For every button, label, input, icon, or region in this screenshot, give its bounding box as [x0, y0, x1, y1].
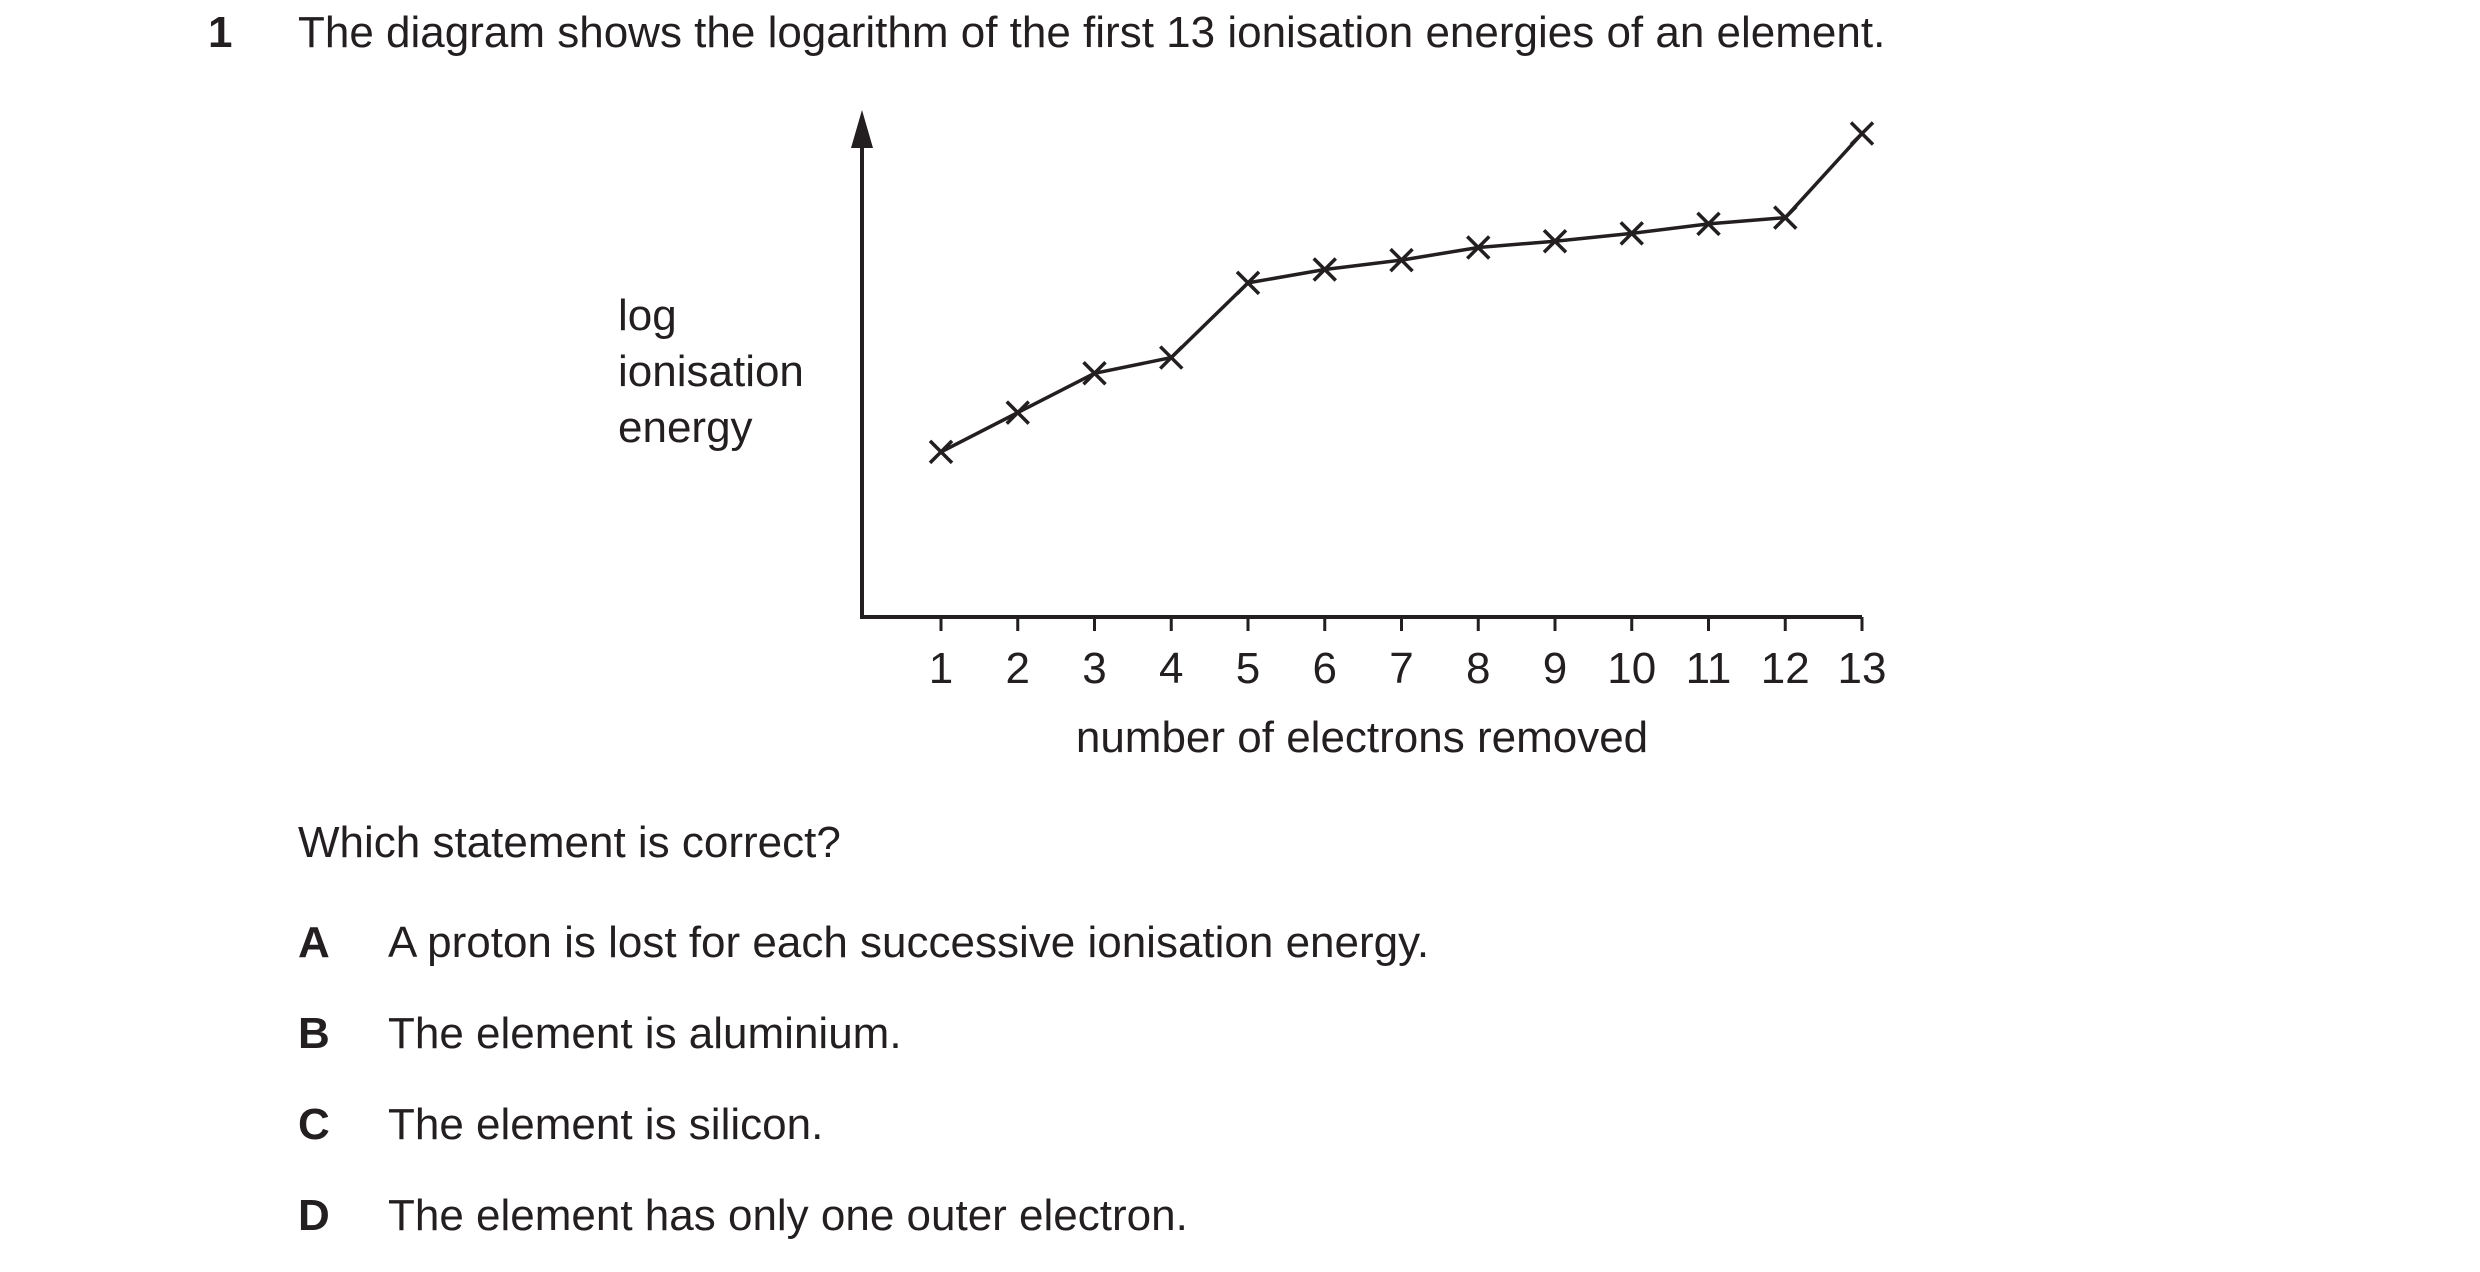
- y-axis-label-line-3: energy: [618, 403, 753, 452]
- x-tick-label-11: 11: [1686, 644, 1732, 693]
- data-point-2: [1005, 400, 1030, 425]
- data-point-6: [1312, 257, 1337, 282]
- question-stem: The diagram shows the logarithm of the f…: [298, 8, 1886, 57]
- x-tick-label-3: 3: [1082, 644, 1106, 693]
- data-point-5: [1235, 270, 1261, 296]
- y-axis-arrowhead: [851, 110, 873, 148]
- data-point-11: [1696, 211, 1721, 237]
- data-point-8: [1466, 235, 1491, 260]
- data-point-3: [1082, 361, 1107, 386]
- option-text: The element is silicon.: [388, 1100, 824, 1149]
- question-prompt: Which statement is correct?: [298, 818, 841, 867]
- x-tick-label-7: 7: [1389, 644, 1413, 693]
- data-point-7: [1389, 247, 1414, 273]
- x-tick-label-5: 5: [1236, 644, 1260, 693]
- x-tick-label-6: 6: [1313, 644, 1337, 693]
- y-axis-label-line-2: ionisation: [618, 347, 804, 396]
- question-number: 1: [208, 8, 233, 57]
- x-tick-label-1: 1: [929, 644, 953, 693]
- option-a[interactable]: A A proton is lost for each successive io…: [298, 918, 1429, 968]
- data-point-9: [1542, 228, 1568, 254]
- option-letter: B: [298, 1009, 330, 1058]
- option-letter: A: [298, 918, 330, 967]
- option-d[interactable]: D The element has only one outer electron…: [298, 1191, 1188, 1241]
- series-line-1: [940, 132, 1864, 454]
- x-tick-label-10: 10: [1607, 644, 1656, 693]
- option-b[interactable]: B The element is aluminium.: [298, 1009, 902, 1059]
- option-letter: D: [298, 1191, 330, 1240]
- x-tick-label-13: 13: [1838, 644, 1887, 693]
- x-tick-label-8: 8: [1466, 644, 1490, 693]
- option-text: The element is aluminium.: [388, 1009, 902, 1058]
- data-point-10: [1619, 221, 1644, 246]
- x-tick-label-9: 9: [1543, 644, 1567, 693]
- data-point-12: [1773, 205, 1798, 230]
- option-text: A proton is lost for each successive ion…: [388, 918, 1430, 967]
- x-tick-label-4: 4: [1159, 644, 1183, 693]
- x-tick-label-12: 12: [1761, 644, 1810, 693]
- y-axis-label-line-1: log: [618, 291, 677, 340]
- option-text: The element has only one outer electron.: [388, 1191, 1188, 1240]
- x-axis-label: number of electrons removed: [1076, 713, 1648, 762]
- data-point-13: [1849, 121, 1875, 146]
- option-letter: C: [298, 1100, 330, 1149]
- x-tick-label-2: 2: [1006, 644, 1030, 693]
- y-axis-label: log ionisation energy: [618, 288, 804, 456]
- data-point-4: [1159, 345, 1184, 370]
- option-c[interactable]: C The element is silicon.: [298, 1100, 823, 1150]
- data-point-1: [928, 439, 954, 465]
